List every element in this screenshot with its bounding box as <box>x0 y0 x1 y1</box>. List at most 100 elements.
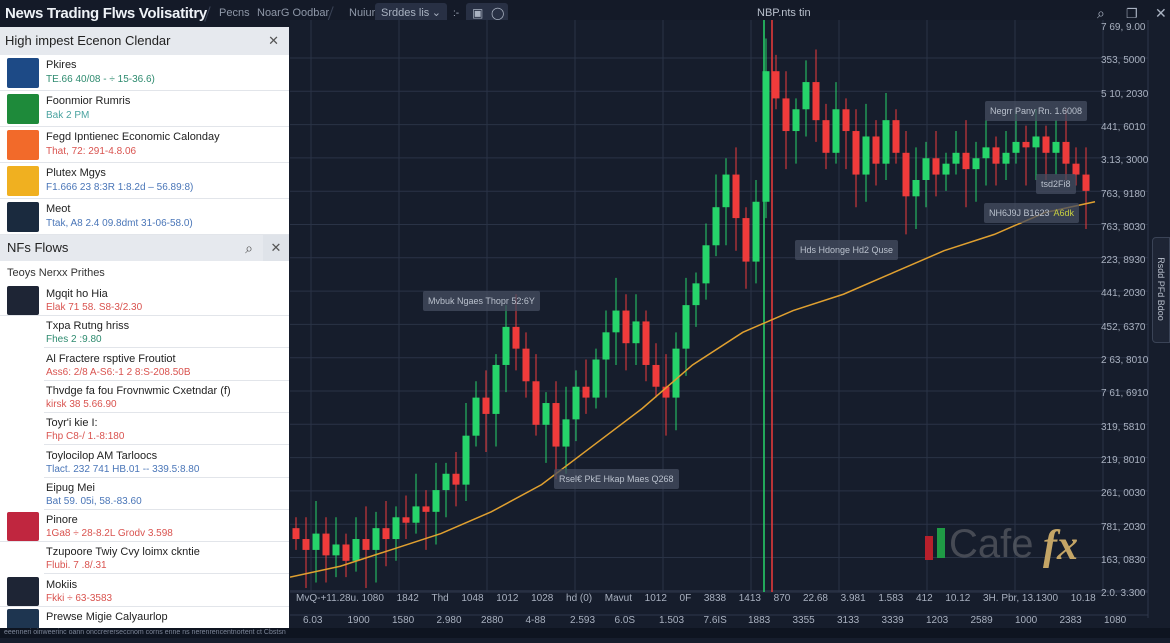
x-info-label: 0F <box>679 593 692 604</box>
flow-title: Al Fractere rsptive Froutiot <box>46 352 176 365</box>
candle-body <box>792 109 800 132</box>
flow-title: Pinore <box>46 514 78 527</box>
calendar-item[interactable]: Pkires TE.66 40/08 - ÷ 15-36.6) <box>0 55 289 91</box>
flow-thumbnail <box>7 286 39 315</box>
flow-title: Mokiis <box>46 578 78 591</box>
candle-body <box>502 326 510 365</box>
close-icon[interactable]: ✕ <box>1155 5 1167 21</box>
y-tick-label: 163, 0830 <box>1101 554 1146 566</box>
chart-annotation: tsd2Fi8 <box>1036 174 1076 194</box>
calendar-item[interactable]: Meot Ttak, A8 2.4 09.8dmt 31-06-58.0) <box>0 199 289 235</box>
candle-body <box>452 473 460 485</box>
watermark-fx: fx <box>1043 523 1078 569</box>
flow-item[interactable]: Mokiis Fkki ÷ 63-3583 <box>0 575 289 607</box>
candle-body <box>1012 141 1020 153</box>
flow-item[interactable]: Tzupoore Twiy Cvy loimx ckntie Flubi. 7 .… <box>44 542 289 575</box>
candle-body <box>582 386 590 398</box>
chart-annotation: Hds Hdonge Hd2 Quse <box>795 240 899 260</box>
flow-title: Tzupoore Twiy Cvy loimx ckntie <box>46 546 200 559</box>
candle-body <box>622 310 630 344</box>
search-icon[interactable]: ⌕ <box>1097 5 1105 21</box>
x-info-label: 10.12 <box>945 593 971 604</box>
candle-body <box>692 283 700 306</box>
y-tick-label: 452, 6370 <box>1101 321 1146 333</box>
candle-body <box>532 381 540 425</box>
candle-body <box>522 348 530 382</box>
symbol-dropdown[interactable]: Srddes lis ⌄ <box>375 3 447 24</box>
flow-item[interactable]: Eipug Mei Bat 59. 05i, 58.-83.60 <box>44 478 289 510</box>
chart-annotation: Negrr Pany Rn. 1.6008 <box>985 101 1088 121</box>
menu-item-1[interactable]: Pecns <box>219 7 250 19</box>
candle-body <box>662 386 670 398</box>
close-icon[interactable]: ✕ <box>263 235 289 261</box>
flow-thumbnail <box>7 576 39 606</box>
menu-item-3[interactable]: Nuiur <box>349 7 376 19</box>
x-tick-label: 1900 <box>347 615 370 626</box>
y-tick-label: 441, 2030 <box>1101 288 1146 300</box>
flow-item[interactable]: Thvdge fa fou Frovnwmic Cxetndar (f) kirs… <box>44 381 289 413</box>
side-tab-label: Rsdd PFd Bdoo <box>1156 257 1166 321</box>
menu-item-2[interactable]: NoarG Oodbar <box>257 7 330 19</box>
candle-body <box>982 147 990 159</box>
event-thumbnail <box>7 202 39 232</box>
x-tick-label: 1580 <box>392 615 415 626</box>
event-title: Plutex Mgys <box>46 167 106 179</box>
flow-detail: 1Ga8 ÷ 28-8.2L Grodv 3.598 <box>46 528 173 540</box>
watermark-candle-icon <box>925 536 933 560</box>
candle-body <box>672 348 680 398</box>
candle-body <box>902 152 910 197</box>
x-info-label: 1012 <box>644 593 667 604</box>
candle-body <box>1062 141 1070 164</box>
flow-item[interactable]: Prewse Migie Calyaurlop <box>0 607 289 628</box>
calendar-item[interactable]: Foonmior Rumris Bak 2 PM <box>0 91 289 127</box>
candle-body <box>402 517 410 523</box>
x-info-label: 10.18 <box>1070 593 1096 604</box>
flow-item[interactable]: Pinore 1Ga8 ÷ 28-8.2L Grodv 3.598 <box>0 510 289 543</box>
close-icon[interactable]: ✕ <box>268 33 279 48</box>
event-detail: Ttak, A8 2.4 09.8dmt 31-06-58.0) <box>46 218 193 229</box>
window-icon[interactable]: ❐ <box>1126 6 1138 21</box>
x-tick-label: 1203 <box>926 615 949 626</box>
candle-body <box>1032 136 1040 148</box>
y-tick-label: 223, 8930 <box>1101 255 1146 267</box>
candle-body <box>512 326 520 349</box>
flow-title: Toylocilop AM Tarloocs <box>46 449 158 462</box>
x-tick-label: 2383 <box>1059 615 1082 626</box>
flow-item[interactable]: Toyr'i kie I: Fhp C8-/ 1.-8:180 <box>44 413 289 446</box>
briefcase-icon[interactable]: ▣ <box>472 6 484 20</box>
candle-body <box>762 71 770 202</box>
x-info-label: 3838 <box>703 593 727 604</box>
candle-body <box>562 419 570 447</box>
y-tick-label: 261, 0030 <box>1101 488 1146 500</box>
flow-title: Txpa Rutng hriss <box>46 320 130 333</box>
candle-body <box>382 528 390 540</box>
flow-item[interactable]: Toylocilop AM Tarloocs Tlact. 232 741 HB.… <box>44 446 289 478</box>
flow-detail: kirsk 38 5.66.90 <box>46 398 117 410</box>
flow-item[interactable]: Txpa Rutng hriss Fhes 2 :9.80 <box>44 316 289 349</box>
candle-body <box>912 180 920 197</box>
flow-item[interactable]: Mgqit ho Hia Elak 71 58. S8-3/2.30 <box>0 284 289 316</box>
side-panel-tab[interactable]: Rsdd PFd Bdoo <box>1152 237 1170 343</box>
tool-button-group: ▣ ◯ <box>466 3 508 24</box>
chat-icon[interactable]: ◯ <box>491 6 505 20</box>
flow-item[interactable]: Al Fractere rsptive Froutiot Ass6: 2/8 A-… <box>44 349 289 381</box>
calendar-item[interactable]: Plutex Mgys F1.666 23 8:3R 1:8.2d – 56.89… <box>0 163 289 199</box>
candle-body <box>782 98 790 132</box>
settings-dash-icon[interactable]: :- <box>453 8 460 19</box>
y-tick-label: 7 69, 9.00 <box>1101 22 1146 33</box>
search-icon[interactable]: ⌕ <box>245 240 253 256</box>
y-tick-label: 353, 5000 <box>1101 55 1146 67</box>
candle-body <box>652 364 660 387</box>
flow-title: Mgqit ho Hia <box>46 288 108 300</box>
news-side-panel: High impest Ecenon Clendar ✕ Pkires TE.66… <box>0 27 289 628</box>
candle-body <box>882 120 890 164</box>
calendar-item[interactable]: Fegd Ipntienec Economic Calonday That, 72… <box>0 127 289 163</box>
price-chart[interactable] <box>289 20 1170 638</box>
candle-body <box>1042 136 1050 153</box>
x-tick-label: 2880 <box>481 615 504 626</box>
x-tick-label: 4-88 <box>525 615 546 626</box>
x-info-label: 1413 <box>738 593 761 604</box>
event-thumbnail <box>7 130 39 160</box>
y-tick-label: 5 10, 2030 <box>1101 88 1149 100</box>
candle-body <box>612 310 620 333</box>
